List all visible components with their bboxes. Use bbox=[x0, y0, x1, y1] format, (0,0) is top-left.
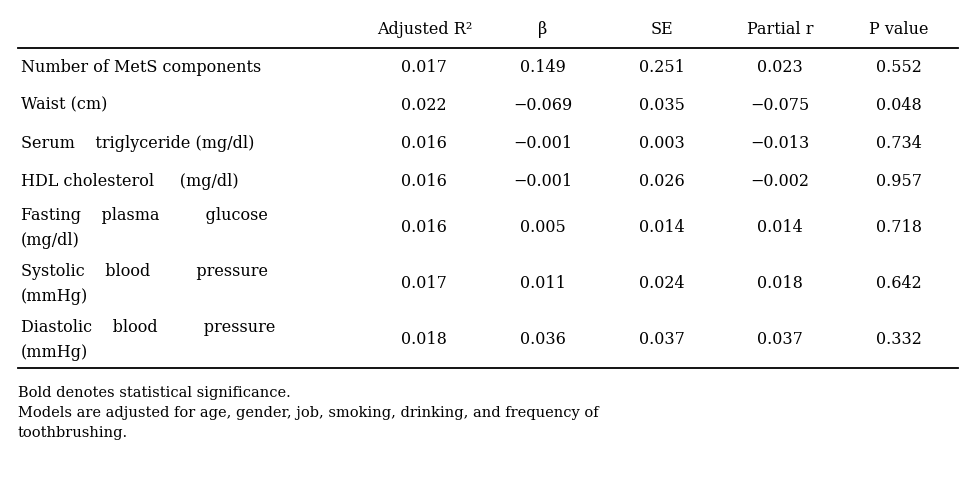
Text: Partial r: Partial r bbox=[747, 22, 813, 39]
Text: Serum    triglyceride (mg/dl): Serum triglyceride (mg/dl) bbox=[21, 134, 254, 151]
Text: 0.016: 0.016 bbox=[402, 219, 448, 236]
Text: 0.037: 0.037 bbox=[757, 332, 803, 349]
Text: 0.332: 0.332 bbox=[876, 332, 921, 349]
Text: 0.037: 0.037 bbox=[638, 332, 684, 349]
Text: 0.048: 0.048 bbox=[876, 97, 921, 114]
Text: 0.014: 0.014 bbox=[757, 219, 803, 236]
Text: (mmHg): (mmHg) bbox=[21, 288, 89, 305]
Text: 0.957: 0.957 bbox=[876, 172, 921, 189]
Text: 0.552: 0.552 bbox=[876, 59, 921, 76]
Text: Systolic    blood         pressure: Systolic blood pressure bbox=[21, 263, 268, 280]
Text: 0.036: 0.036 bbox=[520, 332, 566, 349]
Text: −0.069: −0.069 bbox=[514, 97, 572, 114]
Text: Bold denotes statistical significance.: Bold denotes statistical significance. bbox=[18, 386, 291, 400]
Text: (mg/dl): (mg/dl) bbox=[21, 232, 80, 249]
Text: 0.026: 0.026 bbox=[638, 172, 684, 189]
Text: −0.001: −0.001 bbox=[514, 172, 572, 189]
Text: Number of MetS components: Number of MetS components bbox=[21, 59, 261, 76]
Text: −0.075: −0.075 bbox=[750, 97, 810, 114]
Text: toothbrushing.: toothbrushing. bbox=[18, 426, 128, 440]
Text: 0.035: 0.035 bbox=[638, 97, 684, 114]
Text: 0.734: 0.734 bbox=[876, 134, 921, 151]
Text: 0.024: 0.024 bbox=[638, 276, 684, 293]
Text: Diastolic    blood         pressure: Diastolic blood pressure bbox=[21, 319, 275, 336]
Text: Waist (cm): Waist (cm) bbox=[21, 97, 107, 114]
Text: β: β bbox=[538, 22, 548, 39]
Text: 0.003: 0.003 bbox=[638, 134, 684, 151]
Text: (mmHg): (mmHg) bbox=[21, 344, 89, 361]
Text: 0.016: 0.016 bbox=[402, 172, 448, 189]
Text: 0.023: 0.023 bbox=[757, 59, 803, 76]
Text: 0.014: 0.014 bbox=[638, 219, 684, 236]
Text: Adjusted R²: Adjusted R² bbox=[377, 22, 472, 39]
Text: Fasting    plasma         glucose: Fasting plasma glucose bbox=[21, 207, 268, 224]
Text: −0.013: −0.013 bbox=[750, 134, 810, 151]
Text: 0.005: 0.005 bbox=[520, 219, 565, 236]
Text: 0.149: 0.149 bbox=[520, 59, 566, 76]
Text: HDL cholesterol     (mg/dl): HDL cholesterol (mg/dl) bbox=[21, 172, 238, 189]
Text: 0.022: 0.022 bbox=[402, 97, 448, 114]
Text: 0.018: 0.018 bbox=[757, 276, 803, 293]
Text: −0.002: −0.002 bbox=[750, 172, 810, 189]
Text: 0.011: 0.011 bbox=[520, 276, 566, 293]
Text: 0.017: 0.017 bbox=[402, 59, 448, 76]
Text: 0.018: 0.018 bbox=[402, 332, 448, 349]
Text: −0.001: −0.001 bbox=[514, 134, 572, 151]
Text: 0.718: 0.718 bbox=[876, 219, 921, 236]
Text: P value: P value bbox=[869, 22, 928, 39]
Text: 0.251: 0.251 bbox=[638, 59, 684, 76]
Text: SE: SE bbox=[650, 22, 672, 39]
Text: Models are adjusted for age, gender, job, smoking, drinking, and frequency of: Models are adjusted for age, gender, job… bbox=[18, 406, 598, 420]
Text: 0.016: 0.016 bbox=[402, 134, 448, 151]
Text: 0.017: 0.017 bbox=[402, 276, 448, 293]
Text: 0.642: 0.642 bbox=[876, 276, 921, 293]
